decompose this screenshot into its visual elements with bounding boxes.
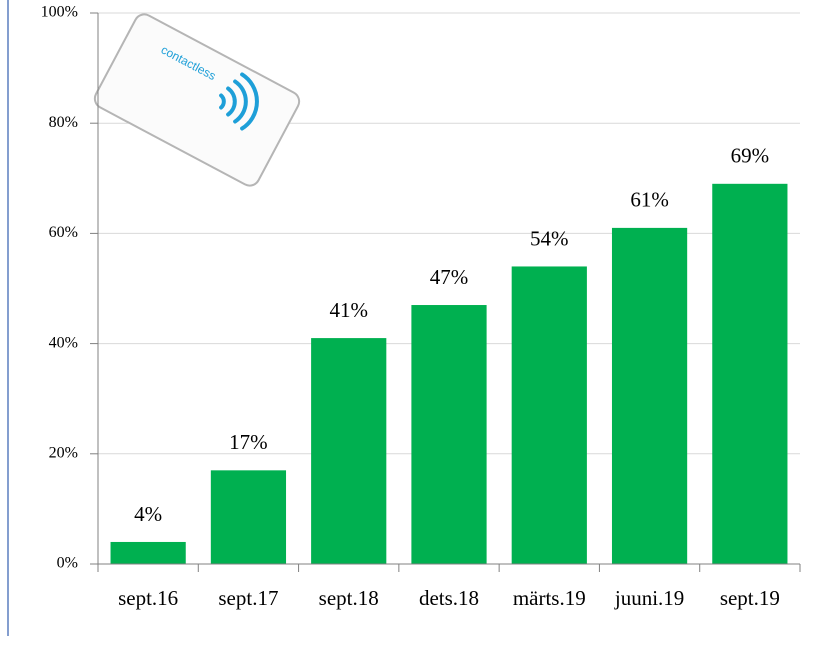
data-label: 17% — [229, 430, 268, 454]
x-tick-label: juuni.19 — [614, 586, 684, 610]
bar — [511, 266, 587, 564]
card-image: contactless — [93, 13, 301, 187]
bar — [311, 338, 387, 564]
x-tick-label: sept.17 — [218, 586, 278, 610]
data-label: 54% — [530, 226, 569, 250]
x-tick-label: sept.19 — [720, 586, 780, 610]
y-tick-label: 40% — [49, 334, 78, 351]
data-label: 61% — [630, 188, 669, 212]
bar — [712, 183, 788, 564]
data-label: 41% — [329, 298, 368, 322]
data-label: 69% — [731, 144, 770, 168]
data-label: 47% — [430, 265, 469, 289]
bar — [210, 470, 287, 564]
y-tick-label: 60% — [49, 224, 78, 241]
x-tick-label: sept.16 — [118, 586, 178, 610]
x-tick-label: märts.19 — [513, 586, 586, 610]
x-tick-label: sept.18 — [319, 586, 379, 610]
y-tick-label: 80% — [49, 114, 78, 131]
data-label: 4% — [134, 502, 162, 526]
y-tick-label: 100% — [41, 4, 78, 21]
y-tick-label: 20% — [49, 444, 78, 461]
waves — [219, 72, 259, 131]
plot: 0% 20% 40% 60% 80% 100% 4% sept.16 17% sept.17 41%… — [41, 4, 801, 610]
x-tick-label: dets.18 — [419, 586, 479, 610]
y-tick-label: 0% — [57, 555, 78, 572]
bar — [110, 541, 186, 564]
bar — [611, 227, 688, 564]
bar — [411, 305, 487, 564]
card — [93, 13, 301, 187]
